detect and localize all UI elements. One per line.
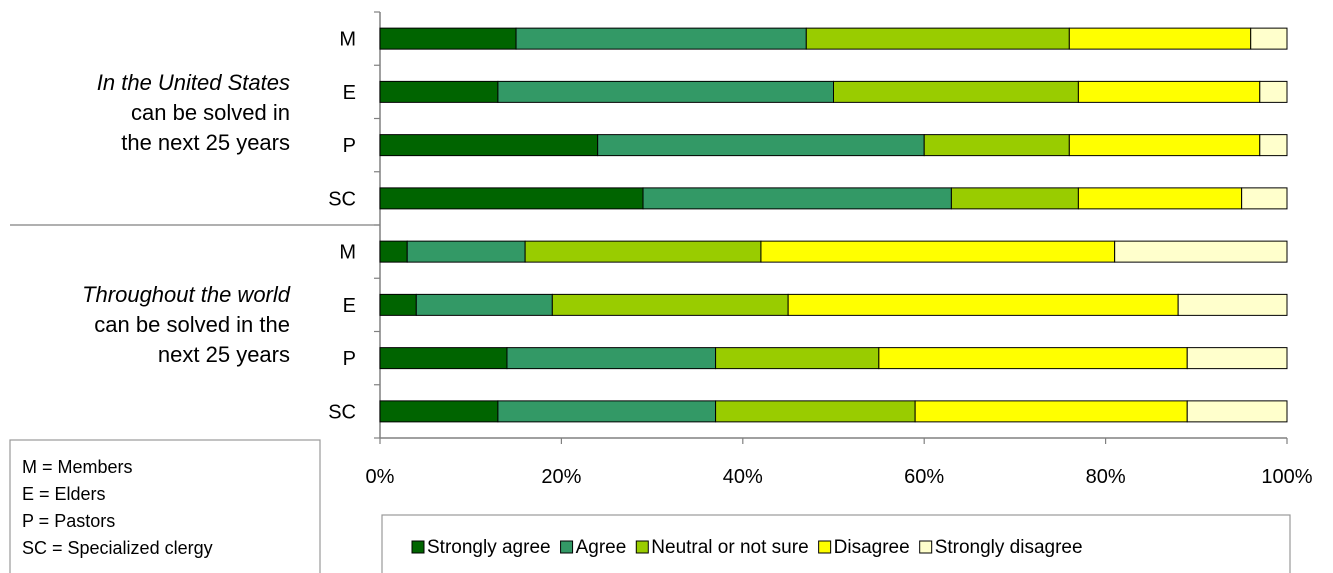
bar-segment-strongly-agree-row-2 (379, 134, 599, 157)
bar-segment-disagree-row-0 (1068, 27, 1252, 50)
category-label: SC (328, 188, 356, 210)
legend-swatch (411, 540, 425, 554)
group-label-us-line1: In the United States (97, 70, 290, 95)
bar-segment-strongly-disagree-row-5 (1177, 293, 1288, 316)
bar-segment-strongly-agree-row-0 (379, 27, 517, 50)
x-tick-label: 20% (541, 466, 581, 488)
legend-box (381, 514, 1291, 573)
bar-segment-agree-row-4 (406, 240, 526, 263)
abbreviation-key: M = Members E = Elders P = Pastors SC = … (9, 439, 321, 573)
category-label: SC (328, 401, 356, 423)
bar-segment-strongly-agree-row-4 (379, 240, 408, 263)
group-label-us: In the United States can be solved in th… (97, 70, 290, 155)
bar-segment-strongly-agree-row-7 (379, 400, 499, 423)
group-label-us-line3: the next 25 years (121, 130, 290, 155)
x-tick-label: 60% (904, 466, 944, 488)
category-labels: M E P SC M E P SC (328, 29, 356, 424)
bar-segment-neutral-or-not-sure-row-0 (805, 27, 1070, 50)
bar-segment-agree-row-7 (497, 400, 717, 423)
legend-label: Agree (576, 537, 627, 558)
bar-segment-agree-row-2 (597, 134, 925, 157)
legend-label: Strongly agree (427, 537, 551, 558)
bar-segment-neutral-or-not-sure-row-4 (524, 240, 762, 263)
category-label: M (339, 242, 356, 264)
x-tick-label: 0% (366, 466, 395, 488)
bar-segment-neutral-or-not-sure-row-5 (551, 293, 789, 316)
x-axis-tick-labels: 0% 20% 40% 60% 80% 100% (366, 466, 1313, 488)
x-tick-label: 80% (1086, 466, 1126, 488)
bar-segment-strongly-disagree-row-4 (1114, 240, 1288, 263)
bar-segment-strongly-agree-row-5 (379, 293, 417, 316)
bar-segment-neutral-or-not-sure-row-2 (923, 134, 1070, 157)
group-label-world-line2: can be solved in the (94, 312, 290, 337)
bar-segment-neutral-or-not-sure-row-6 (715, 347, 880, 370)
bar-segment-agree-row-0 (515, 27, 807, 50)
bar-segment-disagree-row-7 (914, 400, 1188, 423)
bar-segment-strongly-disagree-row-1 (1259, 80, 1288, 103)
category-label: M (339, 29, 356, 51)
key-item-pastors: P = Pastors (22, 511, 115, 531)
bar-segment-disagree-row-3 (1077, 187, 1243, 210)
legend-swatch (818, 540, 832, 554)
legend-swatch (919, 540, 933, 554)
bar-segment-strongly-agree-row-3 (379, 187, 644, 210)
key-box (9, 439, 321, 573)
bar-segment-strongly-disagree-row-0 (1250, 27, 1288, 50)
bar-segment-neutral-or-not-sure-row-7 (715, 400, 916, 423)
bar-segment-neutral-or-not-sure-row-1 (833, 80, 1079, 103)
legend: Strongly agree Agree Neutral or not sure Di… (381, 514, 1291, 573)
bar-segment-agree-row-6 (506, 347, 717, 370)
bar-segment-neutral-or-not-sure-row-3 (950, 187, 1079, 210)
x-tick-label: 100% (1261, 466, 1312, 488)
category-label: E (343, 295, 356, 317)
legend-swatch (635, 540, 649, 554)
group-label-world-line3: next 25 years (158, 342, 290, 367)
legend-swatch (560, 540, 574, 554)
bar-segment-disagree-row-5 (787, 293, 1179, 316)
bar-segment-disagree-row-6 (878, 347, 1188, 370)
category-label: P (343, 135, 356, 157)
group-label-us-line2: can be solved in (131, 100, 290, 125)
bar-segment-strongly-agree-row-1 (379, 80, 499, 103)
bar-segment-strongly-agree-row-6 (379, 347, 508, 370)
key-item-specialized-clergy: SC = Specialized clergy (22, 538, 213, 558)
bar-segment-disagree-row-1 (1077, 80, 1261, 103)
bar-segment-strongly-disagree-row-7 (1186, 400, 1288, 423)
group-label-world: Throughout the world can be solved in th… (82, 282, 291, 367)
legend-label: Strongly disagree (935, 537, 1083, 558)
legend-label: Disagree (834, 537, 910, 558)
bar-segment-agree-row-1 (497, 80, 834, 103)
key-item-members: M = Members (22, 457, 133, 477)
bar-segment-strongly-disagree-row-3 (1241, 187, 1288, 210)
group-label-world-line1: Throughout the world (82, 282, 291, 307)
bar-segment-strongly-disagree-row-6 (1186, 347, 1288, 370)
legend-label: Neutral or not sure (651, 537, 808, 558)
bar-segment-disagree-row-2 (1068, 134, 1261, 157)
bar-segment-agree-row-3 (642, 187, 952, 210)
legend-items: Strongly agree Agree Neutral or not sure Di… (411, 537, 1083, 558)
bar-segment-disagree-row-4 (760, 240, 1116, 263)
category-label: P (343, 348, 356, 370)
x-tick-label: 40% (723, 466, 763, 488)
category-label: E (343, 82, 356, 104)
bars-layer (379, 27, 1288, 423)
key-item-elders: E = Elders (22, 484, 106, 504)
bar-segment-strongly-disagree-row-2 (1259, 134, 1288, 157)
bar-segment-agree-row-5 (415, 293, 553, 316)
